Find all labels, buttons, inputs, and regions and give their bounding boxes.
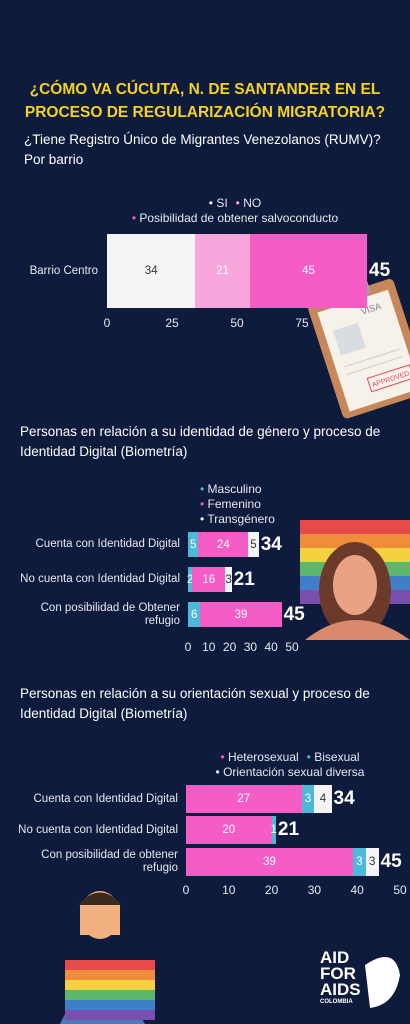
legend-label: Heterosexual xyxy=(227,750,299,764)
bar-segment: 20 xyxy=(186,816,272,844)
x-tick-label: 0 xyxy=(182,883,190,897)
chart-title: Personas en relación a su identidad de g… xyxy=(20,424,381,459)
page-title: ¿CÓMO VA CÚCUTA, N. DE SANTANDER EN EL P… xyxy=(24,81,386,121)
legend-dot: • xyxy=(208,196,217,210)
legend-label: Orientación sexual diversa xyxy=(223,765,365,779)
legend-label: Posibilidad de obtener salvoconducto xyxy=(139,211,339,225)
legend-item: • Masculino xyxy=(200,482,275,497)
logo-country: COLOMBIA xyxy=(320,999,353,1005)
legend-item: • Bisexual xyxy=(307,750,360,765)
legend-label: Transgénero xyxy=(207,512,275,526)
legend: • Heterosexual • Bisexual • Orientación se… xyxy=(205,750,375,780)
logo: AID FOR AIDS COLOMBIA xyxy=(320,948,361,1006)
legend-item: • Orientación sexual diversa xyxy=(216,765,365,780)
legend-dot: • xyxy=(200,497,208,511)
x-tick-label: 30 xyxy=(307,883,322,897)
total-label: 45 xyxy=(283,603,305,625)
x-tick-label: 40 xyxy=(264,640,278,654)
total-label: 45 xyxy=(369,260,391,281)
legend-dot: • xyxy=(131,211,140,225)
total-label: 45 xyxy=(380,851,402,872)
x-tick-label: 10 xyxy=(202,640,216,654)
chart-title: ¿Tiene Registro Único de Migrantes Venez… xyxy=(24,132,381,147)
category-label: No cuenta con Identidad Digital xyxy=(18,823,178,836)
bar-segment: 39 xyxy=(200,602,282,627)
x-tick-label: 50 xyxy=(393,883,407,897)
bar-segment: 3 xyxy=(301,785,315,813)
legend: • Masculino • Femenino • Transgénero xyxy=(196,482,276,527)
x-tick-label: 0 xyxy=(184,640,192,654)
bar-segment: 1 xyxy=(271,816,277,844)
x-tick-label: 50 xyxy=(230,316,244,330)
bar-segment: 6 xyxy=(188,602,201,627)
legend-label: Femenino xyxy=(207,497,261,511)
legend-item: • Femenino xyxy=(200,497,275,512)
bar-segment: 5 xyxy=(248,532,259,557)
bar-segment: 45 xyxy=(250,234,367,308)
legend-dot: • xyxy=(215,765,224,779)
total-label: 34 xyxy=(333,788,355,809)
legend-dot: • xyxy=(306,750,315,764)
legend-item: • Posibilidad de obtener salvoconducto xyxy=(132,211,338,226)
x-tick-label: 20 xyxy=(264,883,279,897)
legend: • SI • NO • Posibilidad de obtener salvoco… xyxy=(132,196,338,226)
category-label: Con posibilidad de Obtener refugio xyxy=(40,601,180,627)
chart-title: Personas en relación a su orientación se… xyxy=(20,686,370,721)
legend-item: • NO xyxy=(236,196,262,211)
bar-segment: 24 xyxy=(198,532,249,557)
legend-item: • Heterosexual xyxy=(220,750,298,765)
bar-segment: 34 xyxy=(107,234,196,308)
legend-dot: • xyxy=(235,196,244,210)
x-tick-label: 20 xyxy=(222,640,237,654)
x-tick-label: 50 xyxy=(285,640,299,654)
category-label: No cuenta con Identidad Digital xyxy=(20,573,180,585)
logo-line: FOR xyxy=(320,964,356,983)
logo-line: AID xyxy=(320,948,350,967)
bar-segment: 39 xyxy=(186,848,353,876)
total-label: 21 xyxy=(277,819,300,840)
logo-line: AIDS xyxy=(320,980,361,999)
bar-segment: 3 xyxy=(352,848,366,876)
total-label: 21 xyxy=(233,568,255,590)
legend-label: NO xyxy=(243,196,262,210)
x-tick-label: 10 xyxy=(222,883,236,897)
x-tick-label: 25 xyxy=(165,316,179,330)
legend-dot: • xyxy=(200,512,208,526)
bar-segment: 2 xyxy=(187,567,193,592)
legend-label: Bisexual xyxy=(314,750,360,764)
total-label: 34 xyxy=(260,533,282,555)
legend-dot: • xyxy=(200,482,208,496)
bar-segment: 21 xyxy=(195,234,250,308)
legend-item: • Transgénero xyxy=(200,512,275,527)
x-tick-label: 75 xyxy=(295,316,309,330)
x-tick-label: 0 xyxy=(103,316,111,330)
bar-segment: 27 xyxy=(186,785,302,813)
category-label: Cuenta con Identidad Digital xyxy=(35,538,181,550)
bar-segment: 16 xyxy=(192,567,226,592)
bar-segment: 4 xyxy=(314,785,332,813)
x-tick-label: 30 xyxy=(243,640,258,654)
legend-item: • SI xyxy=(209,196,228,211)
legend-dot: • xyxy=(220,750,228,764)
chart-subtitle: Por barrio xyxy=(24,152,84,167)
bar-segment: 3 xyxy=(225,567,232,592)
bar-segment: 3 xyxy=(365,848,379,876)
category-label: Barrio Centro xyxy=(29,264,98,277)
legend-label: SI xyxy=(216,196,228,210)
bar-segment: 5 xyxy=(188,532,199,557)
category-label: Con posibilidad de obtener refugio xyxy=(41,849,178,874)
x-tick-label: 40 xyxy=(350,883,364,897)
legend-label: Masculino xyxy=(207,482,262,496)
category-label: Cuenta con Identidad Digital xyxy=(33,792,179,805)
